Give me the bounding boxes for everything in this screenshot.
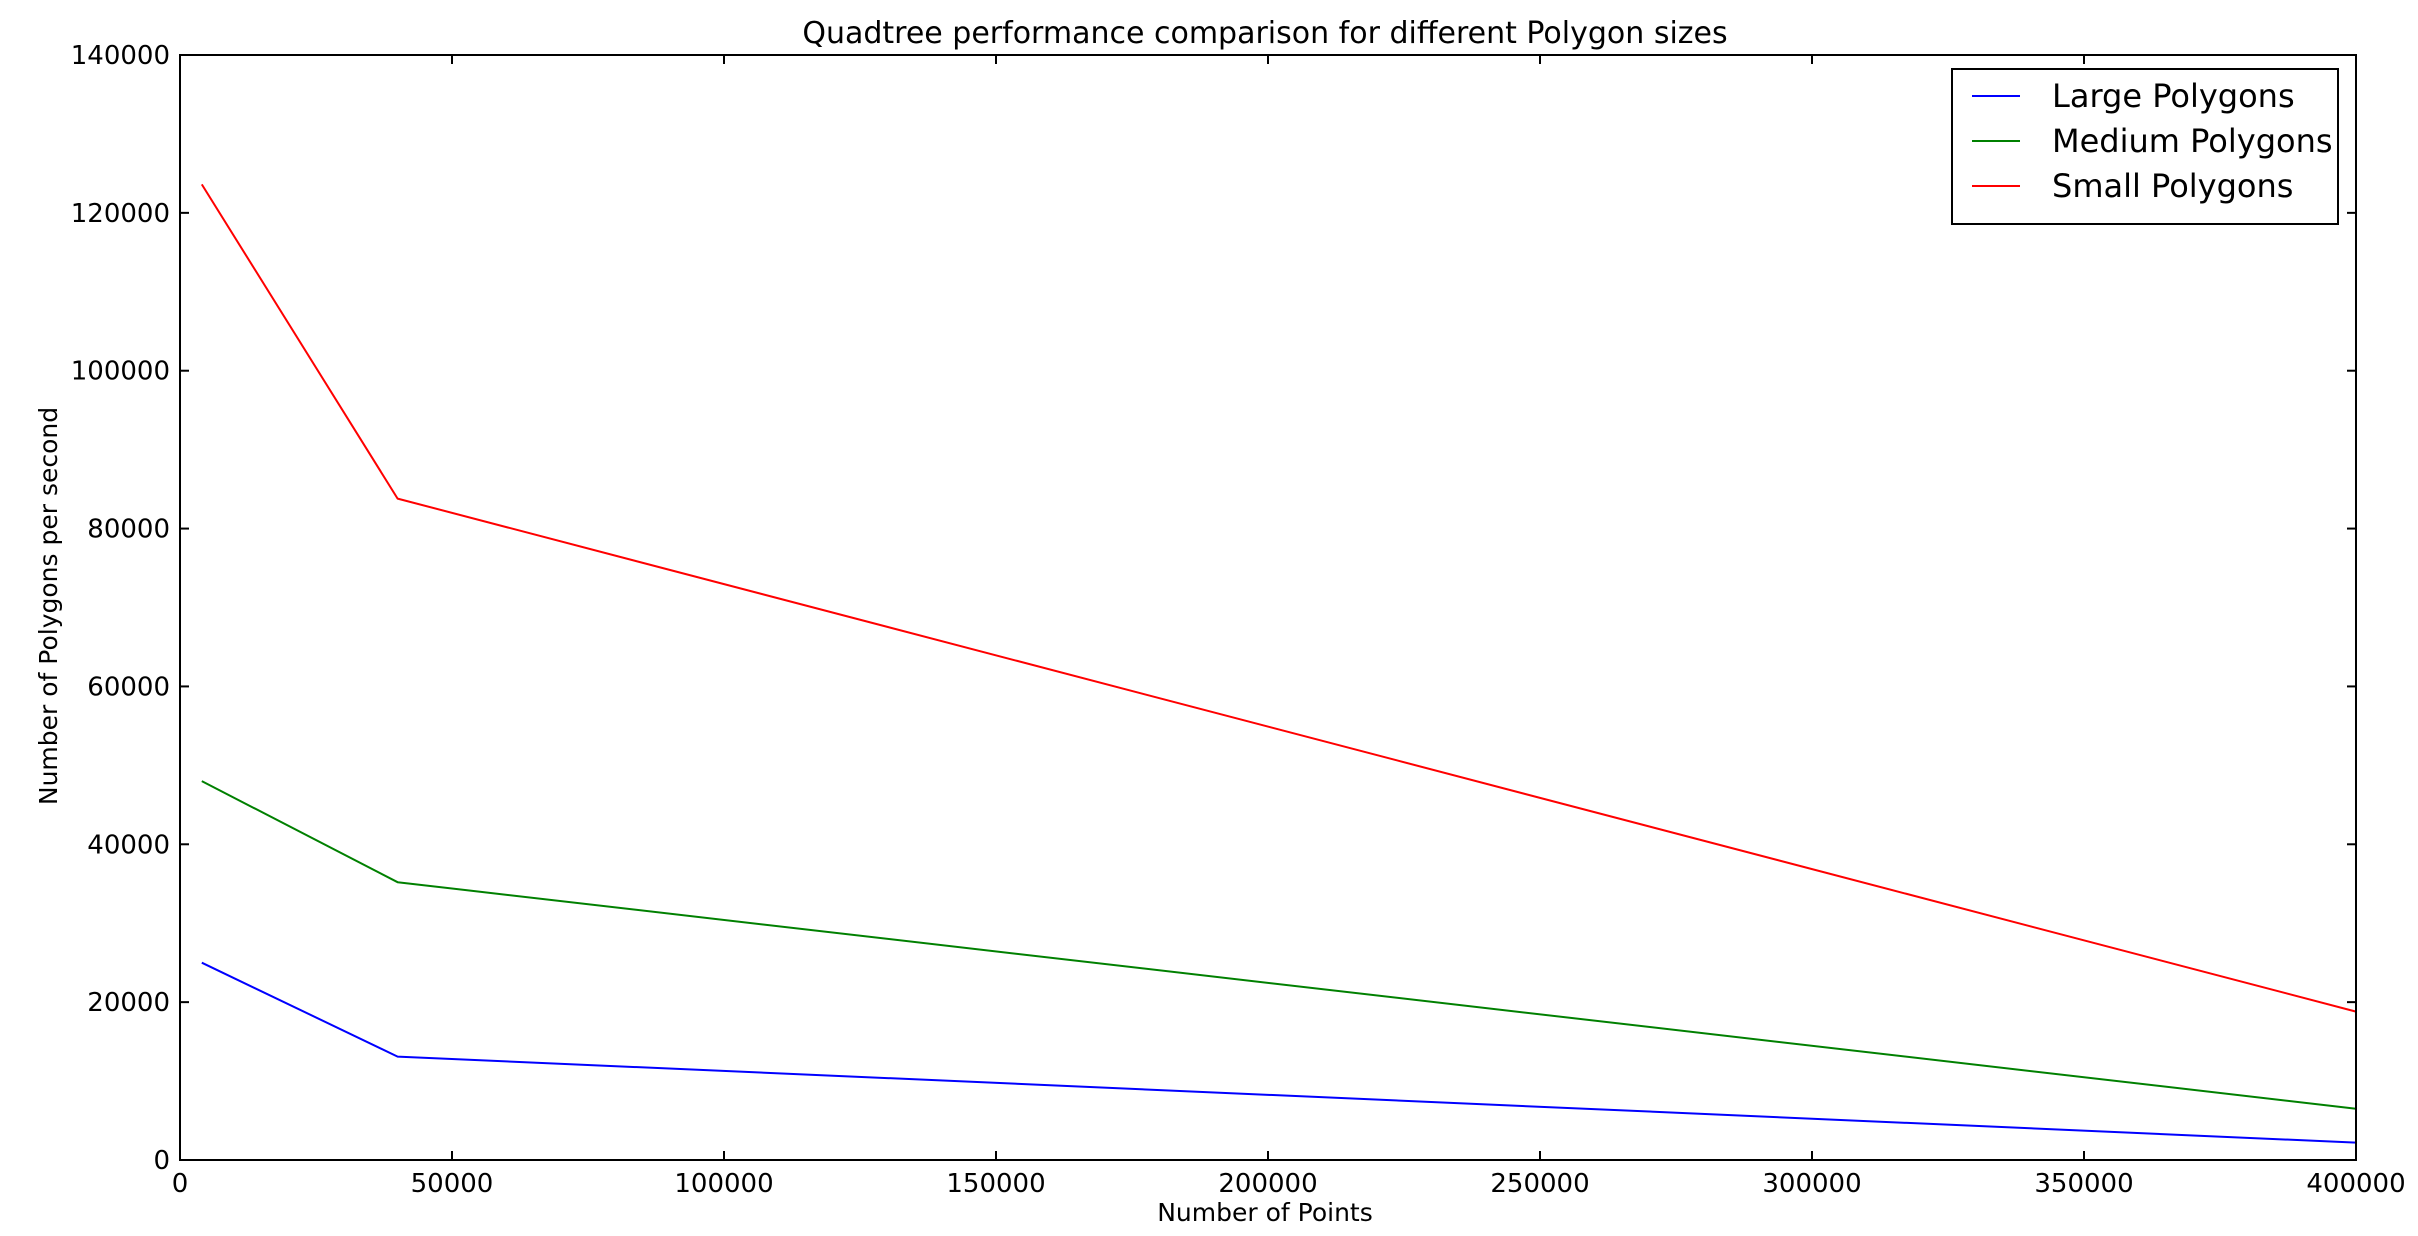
x-tick-label: 250000 <box>1490 1169 1589 1199</box>
x-tick-label: 300000 <box>1762 1169 1861 1199</box>
y-tick-label: 140000 <box>71 41 170 71</box>
x-axis-label: Number of Points <box>1157 1198 1373 1227</box>
y-tick-label: 0 <box>153 1146 170 1176</box>
y-axis-label: Number of Polygons per second <box>34 407 63 805</box>
series-line-medium-polygons <box>201 780 2357 1110</box>
y-tick-label: 20000 <box>87 988 170 1018</box>
plot-area: 0 50000 100000 150000 200000 250000 300000 3500… <box>71 41 2406 1199</box>
y-tick-label: 80000 <box>87 515 170 545</box>
chart-title: Quadtree performance comparison for diff… <box>802 16 1727 51</box>
y-tick-label: 100000 <box>71 357 170 387</box>
series-line-small-polygons <box>200 183 2357 1013</box>
x-tick-label: 350000 <box>2034 1169 2133 1199</box>
x-tick-label: 50000 <box>411 1169 494 1199</box>
x-tick-label: 100000 <box>674 1169 773 1199</box>
x-tick-label: 150000 <box>946 1169 1045 1199</box>
y-tick-label: 120000 <box>71 199 170 229</box>
y-tick-label: 60000 <box>87 672 170 702</box>
x-tick-label: 0 <box>172 1169 189 1199</box>
y-tick-label: 40000 <box>87 830 170 860</box>
legend-label: Large Polygons <box>2052 77 2295 115</box>
legend-box <box>1951 68 2339 225</box>
series-line-large-polygons <box>201 961 2357 1144</box>
legend-label: Medium Polygons <box>2052 122 2333 160</box>
x-tick-label: 200000 <box>1218 1169 1317 1199</box>
x-tick-label: 400000 <box>2306 1169 2405 1199</box>
legend-label: Small Polygons <box>2052 167 2293 205</box>
